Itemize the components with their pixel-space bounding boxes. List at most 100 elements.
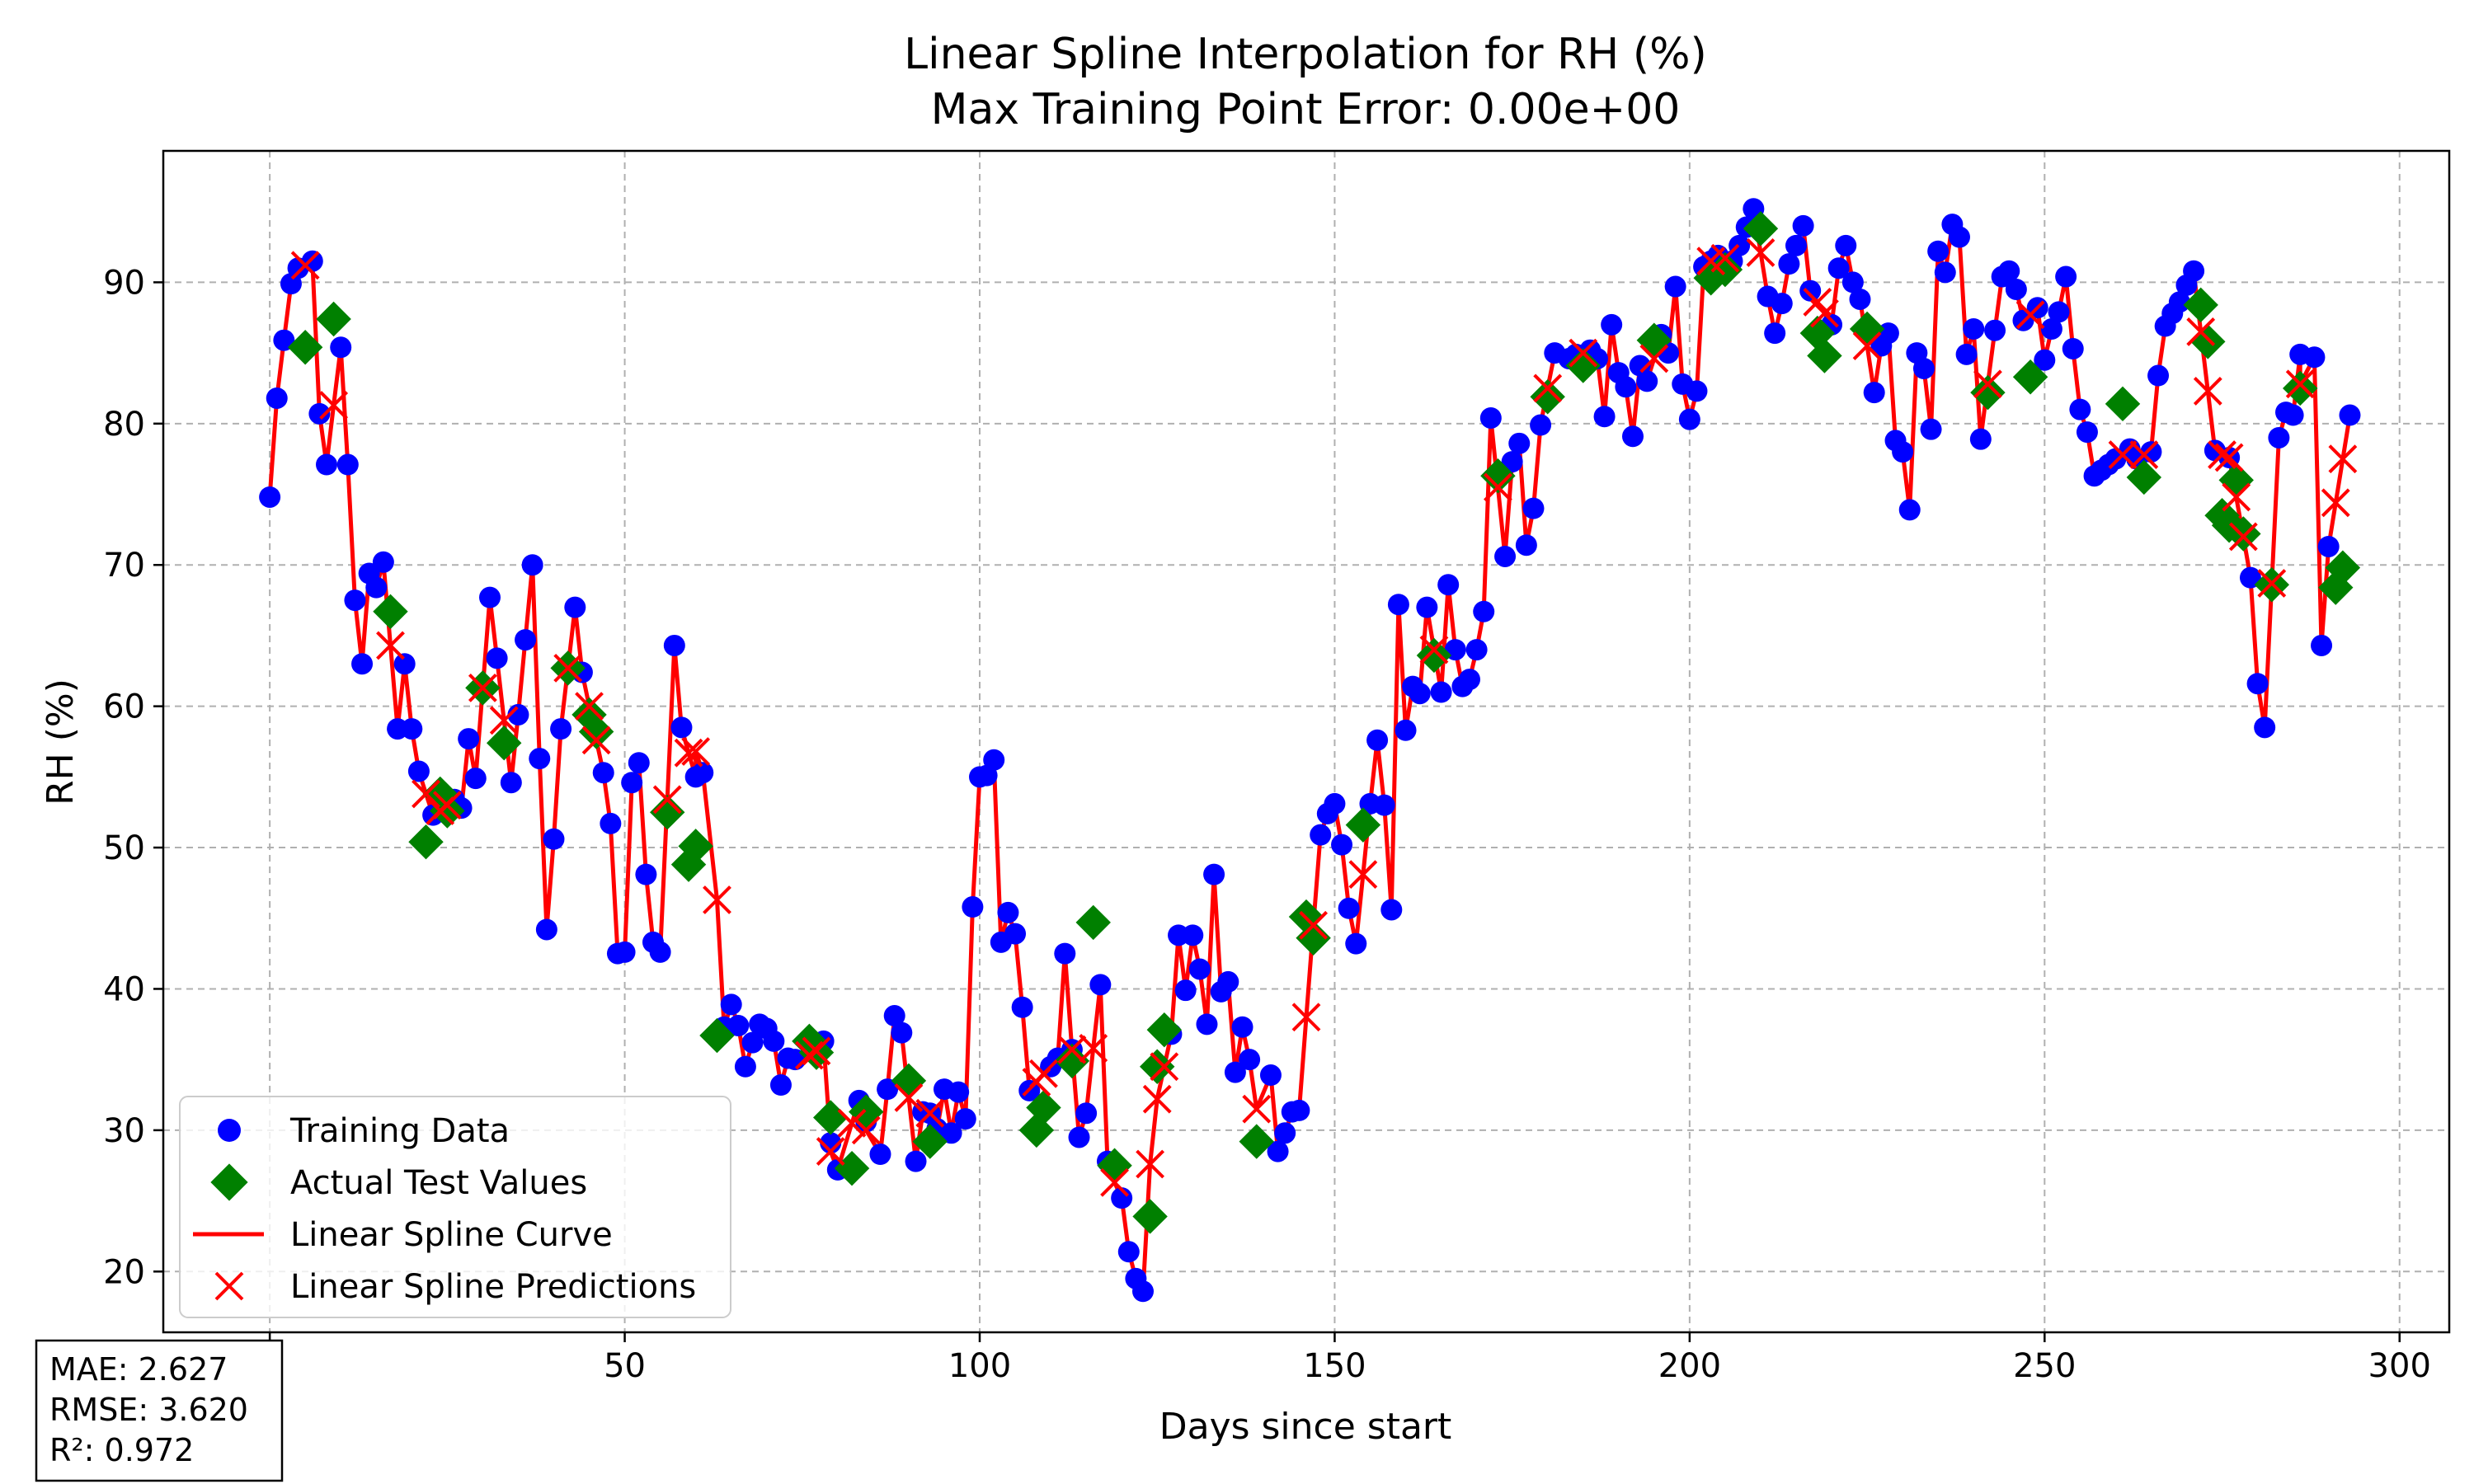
training-point — [1827, 257, 1850, 279]
prediction-marker — [1419, 635, 1449, 665]
prediction-marker — [553, 653, 583, 683]
prediction-marker — [802, 1036, 831, 1066]
prediction-marker — [1710, 243, 1740, 273]
y-tick-label: 90 — [103, 264, 145, 302]
training-point — [1927, 240, 1950, 262]
x-axis-label: Days since start — [1159, 1406, 1452, 1448]
test-value-marker — [1416, 637, 1452, 674]
training-point — [1224, 1061, 1246, 1083]
training-point — [727, 1015, 750, 1037]
training-point — [266, 387, 288, 409]
training-point — [905, 1150, 927, 1172]
training-point — [635, 863, 657, 885]
training-point — [1849, 288, 1871, 310]
training-point — [877, 1078, 899, 1101]
training-point — [1188, 958, 1211, 980]
training-point — [954, 1108, 976, 1130]
x-tick-label: 300 — [2368, 1347, 2431, 1385]
training-point — [1132, 1280, 1154, 1303]
prediction-marker — [2285, 369, 2315, 399]
y-tick-label: 30 — [103, 1112, 145, 1150]
training-point — [948, 1081, 970, 1103]
test-value-marker — [699, 1017, 735, 1054]
prediction-marker — [575, 692, 604, 721]
prediction-marker — [674, 738, 703, 768]
training-point — [1310, 824, 1332, 846]
training-point — [1501, 451, 1523, 473]
training-point — [1089, 974, 1112, 996]
y-tick-label: 80 — [103, 406, 145, 444]
training-point — [515, 629, 537, 651]
training-point — [1984, 319, 2006, 341]
training-point — [1459, 669, 1480, 691]
training-point — [2055, 265, 2077, 288]
training-point — [628, 752, 650, 774]
prediction-marker — [1136, 1149, 1165, 1179]
training-point — [997, 901, 1019, 923]
training-point — [1799, 279, 1822, 302]
training-point — [869, 1144, 891, 1166]
training-point — [2034, 349, 2056, 371]
training-point — [1664, 275, 1686, 298]
training-point — [486, 647, 508, 669]
training-point — [351, 653, 374, 675]
training-point — [464, 768, 487, 790]
prediction-marker — [1291, 1003, 1321, 1032]
training-point — [564, 596, 586, 618]
training-point — [1267, 1140, 1289, 1162]
training-point — [2339, 404, 2361, 426]
legend-training-label: Training Data — [289, 1112, 510, 1150]
test-value-marker — [287, 330, 323, 365]
test-value-marker — [1140, 1049, 1175, 1084]
test-value-marker — [1530, 379, 1565, 415]
training-point — [1465, 639, 1488, 661]
training-point — [2246, 673, 2269, 695]
training-point — [1785, 234, 1807, 256]
training-point — [2048, 301, 2070, 323]
prediction-marker — [2108, 440, 2138, 469]
training-point — [1373, 794, 1395, 816]
training-point — [330, 336, 352, 359]
legend: Training Data Actual Test Values Linear … — [179, 1096, 731, 1318]
prediction-marker — [1242, 1094, 1272, 1124]
training-point — [1494, 545, 1517, 567]
training-point — [1636, 370, 1658, 392]
prediction-marker — [1810, 298, 1839, 328]
legend-box — [179, 1096, 731, 1318]
training-point — [1912, 357, 1935, 379]
x-tick-label: 200 — [1658, 1347, 1721, 1385]
training-point — [1075, 1102, 1098, 1125]
training-point — [2168, 291, 2190, 313]
training-point — [962, 896, 984, 918]
training-point — [1835, 234, 1857, 256]
x-tick-label: 150 — [1303, 1347, 1366, 1385]
training-point — [1601, 313, 1623, 336]
prediction-marker — [1029, 1059, 1058, 1088]
training-point — [336, 453, 359, 476]
test-value-marker — [834, 1150, 870, 1186]
training-point — [535, 918, 557, 941]
training-point — [1522, 497, 1545, 519]
training-point — [1437, 574, 1460, 596]
prediction-marker — [581, 726, 611, 755]
training-point — [2268, 426, 2290, 448]
test-value-marker — [1296, 920, 1331, 956]
legend-test-label: Actual Test Values — [290, 1164, 587, 1202]
training-point — [1174, 979, 1197, 1002]
prediction-marker — [2193, 376, 2222, 406]
plot-area — [259, 198, 2361, 1303]
training-point — [1530, 414, 1552, 436]
training-point — [543, 828, 565, 850]
training-point — [372, 551, 394, 573]
training-point — [1324, 792, 1346, 815]
prediction-marker — [2321, 488, 2350, 518]
training-point — [1430, 681, 1452, 703]
prediction-marker — [2208, 440, 2236, 469]
prediction-marker — [2328, 444, 2358, 474]
training-point — [1395, 719, 1417, 741]
prediction-marker — [1973, 369, 2002, 399]
training-point — [1955, 343, 1978, 365]
training-point — [1274, 1122, 1296, 1144]
prediction-marker — [376, 631, 405, 660]
training-point — [2239, 566, 2261, 589]
